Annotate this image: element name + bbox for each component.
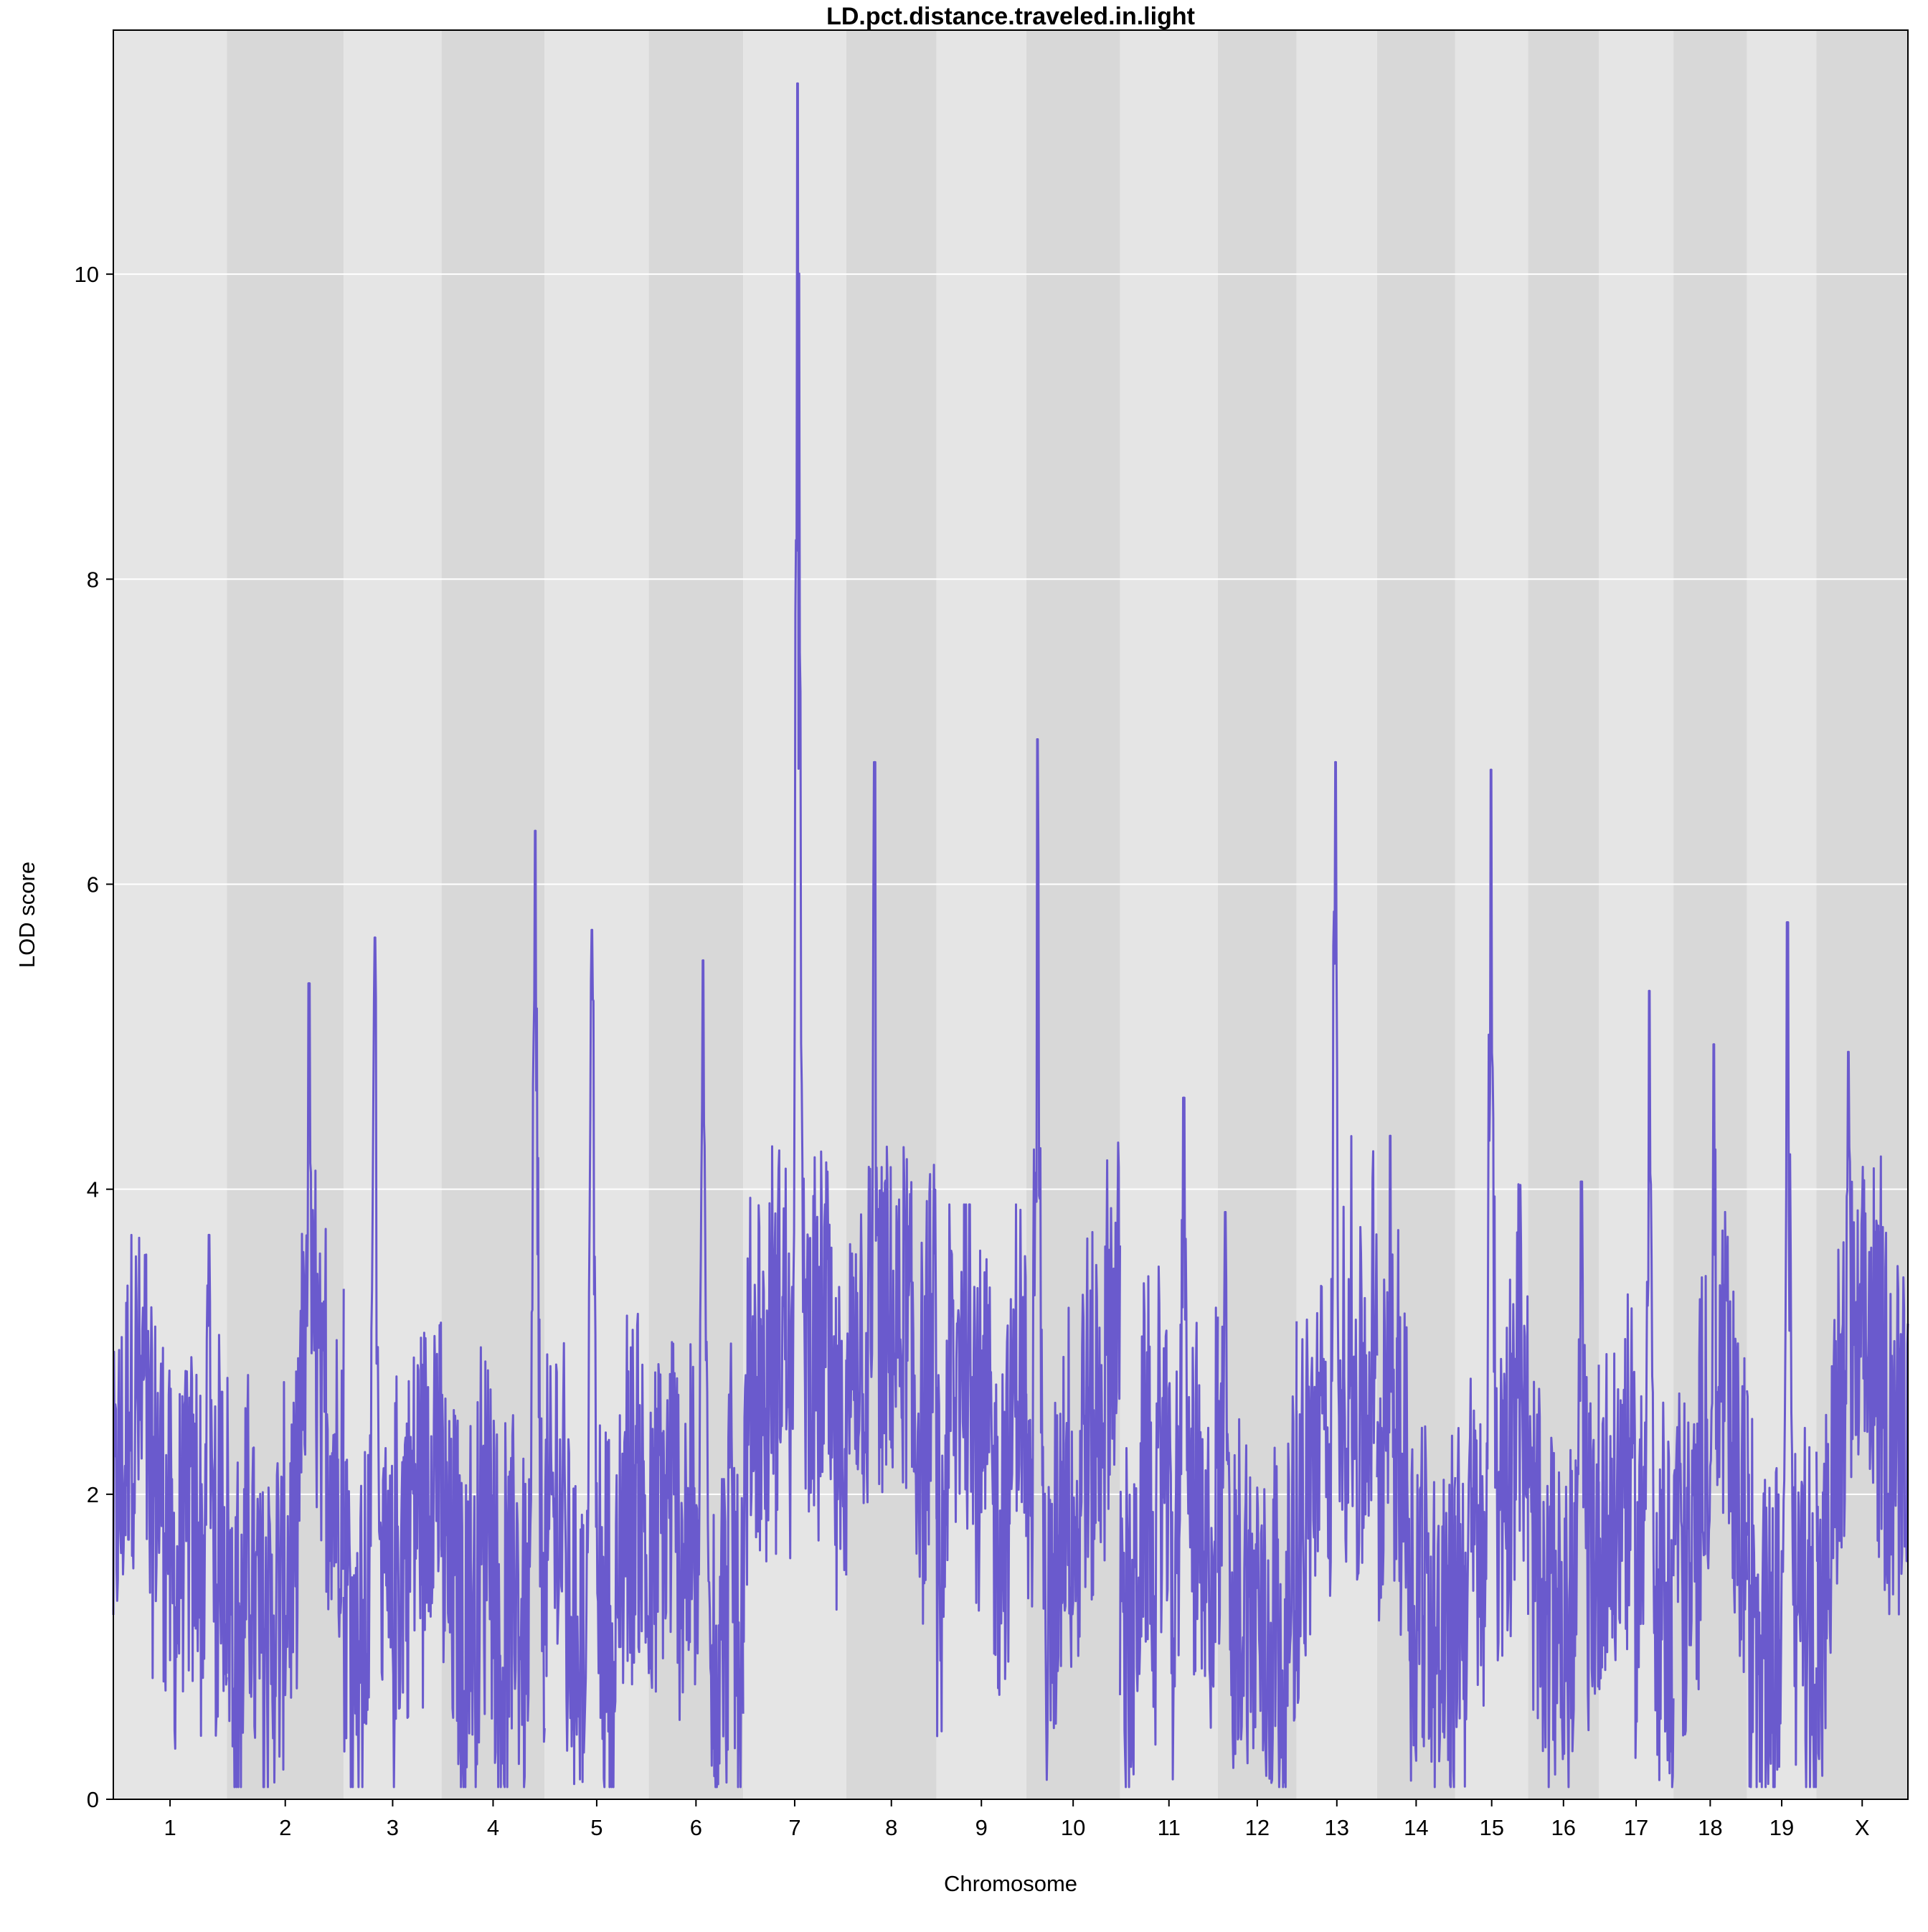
x-tick-label-chr-12: 12	[1245, 1815, 1270, 1840]
lod-peak-chr-17	[1648, 989, 1650, 992]
lod-peak-chr-12	[1224, 1211, 1227, 1214]
lod-peak-chr-7	[796, 82, 799, 85]
lod-peak-chr-8	[873, 760, 876, 763]
plot-frame	[113, 29, 1909, 1800]
lod-line-chr-12	[1216, 1211, 1298, 1789]
lod-line-chr-X	[1815, 1050, 1909, 1777]
x-axis-title: Chromosome	[944, 1871, 1077, 1896]
lod-peak-chr-15	[1490, 768, 1493, 771]
x-tick-label-chr-15: 15	[1479, 1815, 1503, 1840]
x-tick-label-chr-2: 2	[279, 1815, 291, 1840]
lod-peak-chr-19	[1786, 921, 1789, 924]
y-tick-label-0: 0	[87, 1787, 99, 1812]
lod-line-chr-5	[543, 928, 651, 1789]
lod-line-chr-4	[440, 829, 546, 1789]
chromosome-band-8	[846, 30, 937, 1799]
chromosome-band-9	[936, 30, 1026, 1799]
lod-line-chr-8	[845, 760, 938, 1625]
lod-line-chr-1	[112, 1233, 228, 1750]
lod-peak-chr-10	[1036, 738, 1039, 741]
lod-line-chr-3	[342, 936, 443, 1789]
lod-peak-chr-X	[1847, 1050, 1850, 1053]
lod-peak-chr-18	[1713, 1043, 1716, 1046]
lod-peak-chr-4	[534, 829, 537, 832]
x-tick-label-chr-13: 13	[1325, 1815, 1349, 1840]
x-tick-label-chr-4: 4	[487, 1815, 499, 1840]
x-axis: 1 2 3 4 5 6 7 8 9 10 11 12 13 14 15 16 17 18 19 X	[164, 1799, 1870, 1840]
x-tick-label-chr-18: 18	[1698, 1815, 1722, 1840]
lod-peak-chr-3	[374, 936, 377, 939]
x-tick-label-chr-19: 19	[1769, 1815, 1794, 1840]
x-tick-label-chr-16: 16	[1551, 1815, 1576, 1840]
y-tick-label-8: 8	[87, 567, 99, 592]
y-tick-label-6: 6	[87, 872, 99, 897]
lod-peak-chr-2	[308, 982, 311, 985]
x-tick-label-chr-6: 6	[690, 1815, 702, 1840]
x-tick-label-chr-1: 1	[164, 1815, 176, 1840]
y-axis: 0 2 4 6 8 10	[75, 262, 113, 1812]
y-tick-label-2: 2	[87, 1482, 99, 1507]
x-tick-label-chr-3: 3	[387, 1815, 399, 1840]
x-tick-label-chr-9: 9	[975, 1815, 988, 1840]
y-tick-label-10: 10	[75, 262, 99, 287]
x-tick-label-chr-7: 7	[788, 1815, 800, 1840]
lod-line-chr-17	[1597, 989, 1675, 1789]
x-tick-label-chr-14: 14	[1404, 1815, 1428, 1840]
lod-line-chr-13	[1295, 760, 1379, 1705]
x-tick-label-chr-17: 17	[1624, 1815, 1648, 1840]
chromosome-band-14	[1376, 30, 1455, 1799]
lod-line-chr-18	[1672, 1043, 1749, 1737]
lod-peak-chr-1	[207, 1233, 210, 1236]
lod-peak-chr-11	[1182, 1096, 1185, 1099]
x-tick-label-chr-X: X	[1855, 1815, 1870, 1840]
lod-line-chr-10	[1025, 738, 1121, 1781]
x-tick-label-chr-10: 10	[1061, 1815, 1085, 1840]
lod-peak-chr-6	[701, 959, 704, 962]
lod-line-chr-7	[742, 82, 848, 1643]
lod-line-chr-15	[1454, 768, 1529, 1788]
x-tick-label-chr-8: 8	[885, 1815, 897, 1840]
lod-peak-chr-9	[968, 1203, 971, 1206]
y-axis-title: LOD score	[14, 862, 39, 968]
lod-peak-chr-14	[1389, 1134, 1391, 1137]
x-tick-label-chr-11: 11	[1158, 1815, 1181, 1840]
lod-peak-chr-13	[1334, 760, 1337, 763]
lod-line-chr-16	[1527, 1180, 1600, 1789]
lod-line-chr-6	[648, 959, 745, 1789]
x-tick-label-chr-5: 5	[590, 1815, 602, 1840]
y-tick-label-4: 4	[87, 1177, 99, 1202]
lod-peak-chr-16	[1580, 1180, 1583, 1183]
lod-line-chr-11	[1119, 1096, 1219, 1789]
lod-line-chr-9	[935, 1203, 1028, 1738]
chart-title: LD.pct.distance.traveled.in.light	[826, 3, 1195, 30]
lod-series	[112, 82, 1909, 1789]
lod-peak-chr-5	[590, 928, 593, 931]
lod-line-chr-19	[1746, 921, 1818, 1789]
lod-line-chr-2	[225, 982, 345, 1789]
